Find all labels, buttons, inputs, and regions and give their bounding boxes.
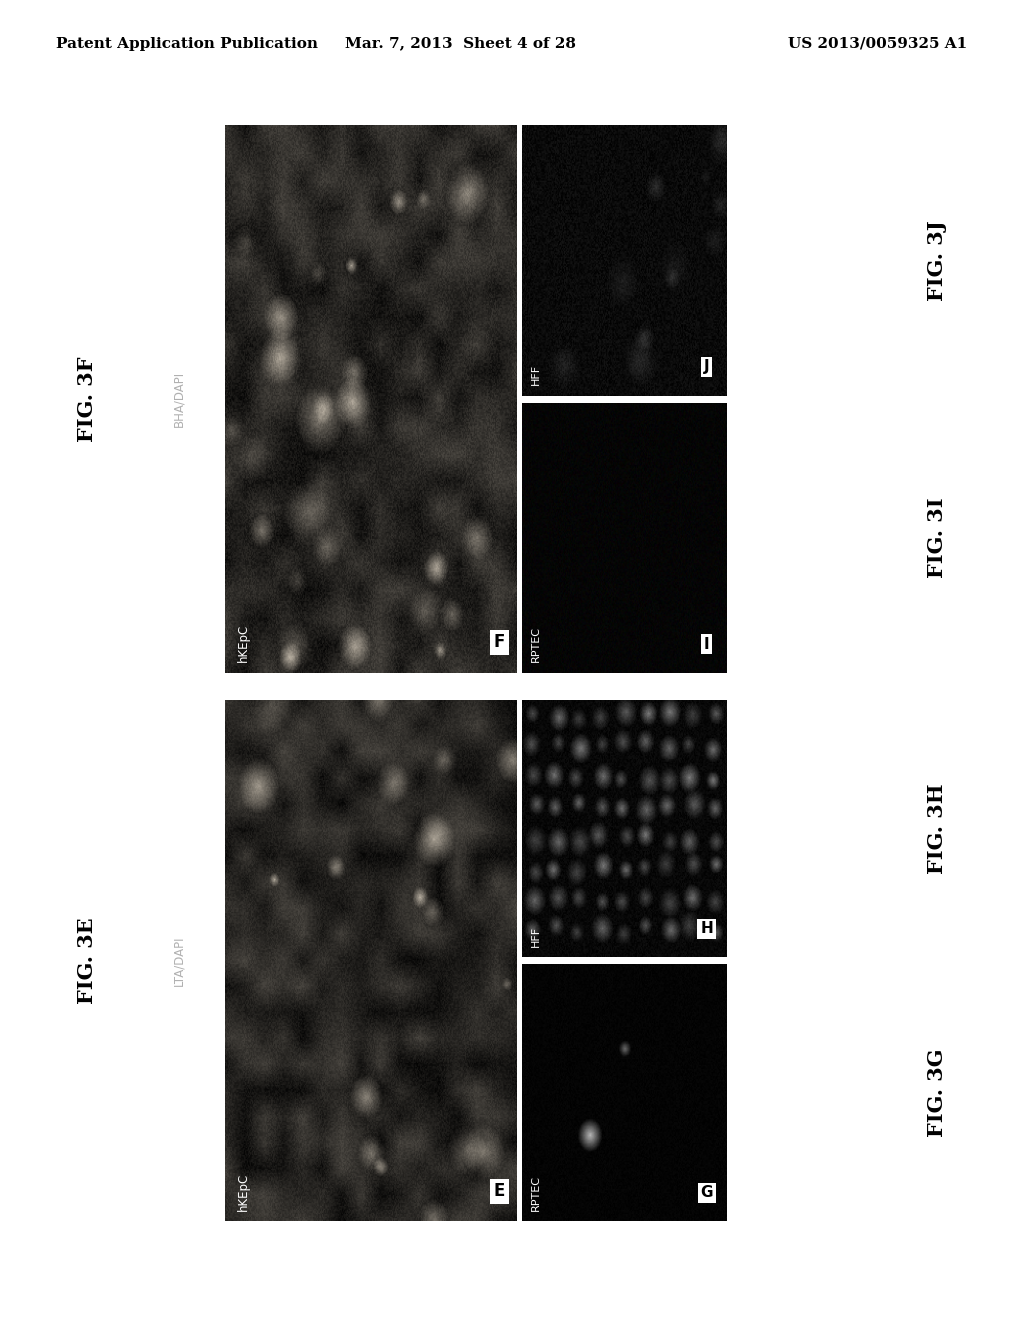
Text: FIG. 3G: FIG. 3G [927, 1048, 947, 1137]
Text: F: F [494, 634, 505, 651]
Text: Mar. 7, 2013  Sheet 4 of 28: Mar. 7, 2013 Sheet 4 of 28 [345, 37, 577, 50]
Text: HFF: HFF [530, 925, 541, 946]
Text: hKEpC: hKEpC [237, 624, 250, 663]
Text: BHA/DAPI: BHA/DAPI [173, 371, 185, 428]
Text: Patent Application Publication: Patent Application Publication [56, 37, 318, 50]
Text: FIG. 3H: FIG. 3H [927, 783, 947, 874]
Text: FIG. 3I: FIG. 3I [927, 498, 947, 578]
Text: LTA/DAPI: LTA/DAPI [173, 935, 185, 986]
Text: H: H [700, 921, 713, 936]
Text: G: G [700, 1185, 713, 1200]
Text: E: E [494, 1183, 505, 1200]
Text: hKEpC: hKEpC [237, 1172, 250, 1210]
Text: RPTEC: RPTEC [530, 627, 541, 663]
Text: FIG. 3E: FIG. 3E [77, 917, 97, 1003]
Text: HFF: HFF [530, 364, 541, 385]
Text: FIG. 3F: FIG. 3F [77, 356, 97, 442]
Text: FIG. 3J: FIG. 3J [927, 220, 947, 301]
Text: J: J [703, 359, 710, 375]
Text: RPTEC: RPTEC [530, 1175, 541, 1210]
Text: I: I [703, 636, 710, 652]
Text: US 2013/0059325 A1: US 2013/0059325 A1 [788, 37, 968, 50]
